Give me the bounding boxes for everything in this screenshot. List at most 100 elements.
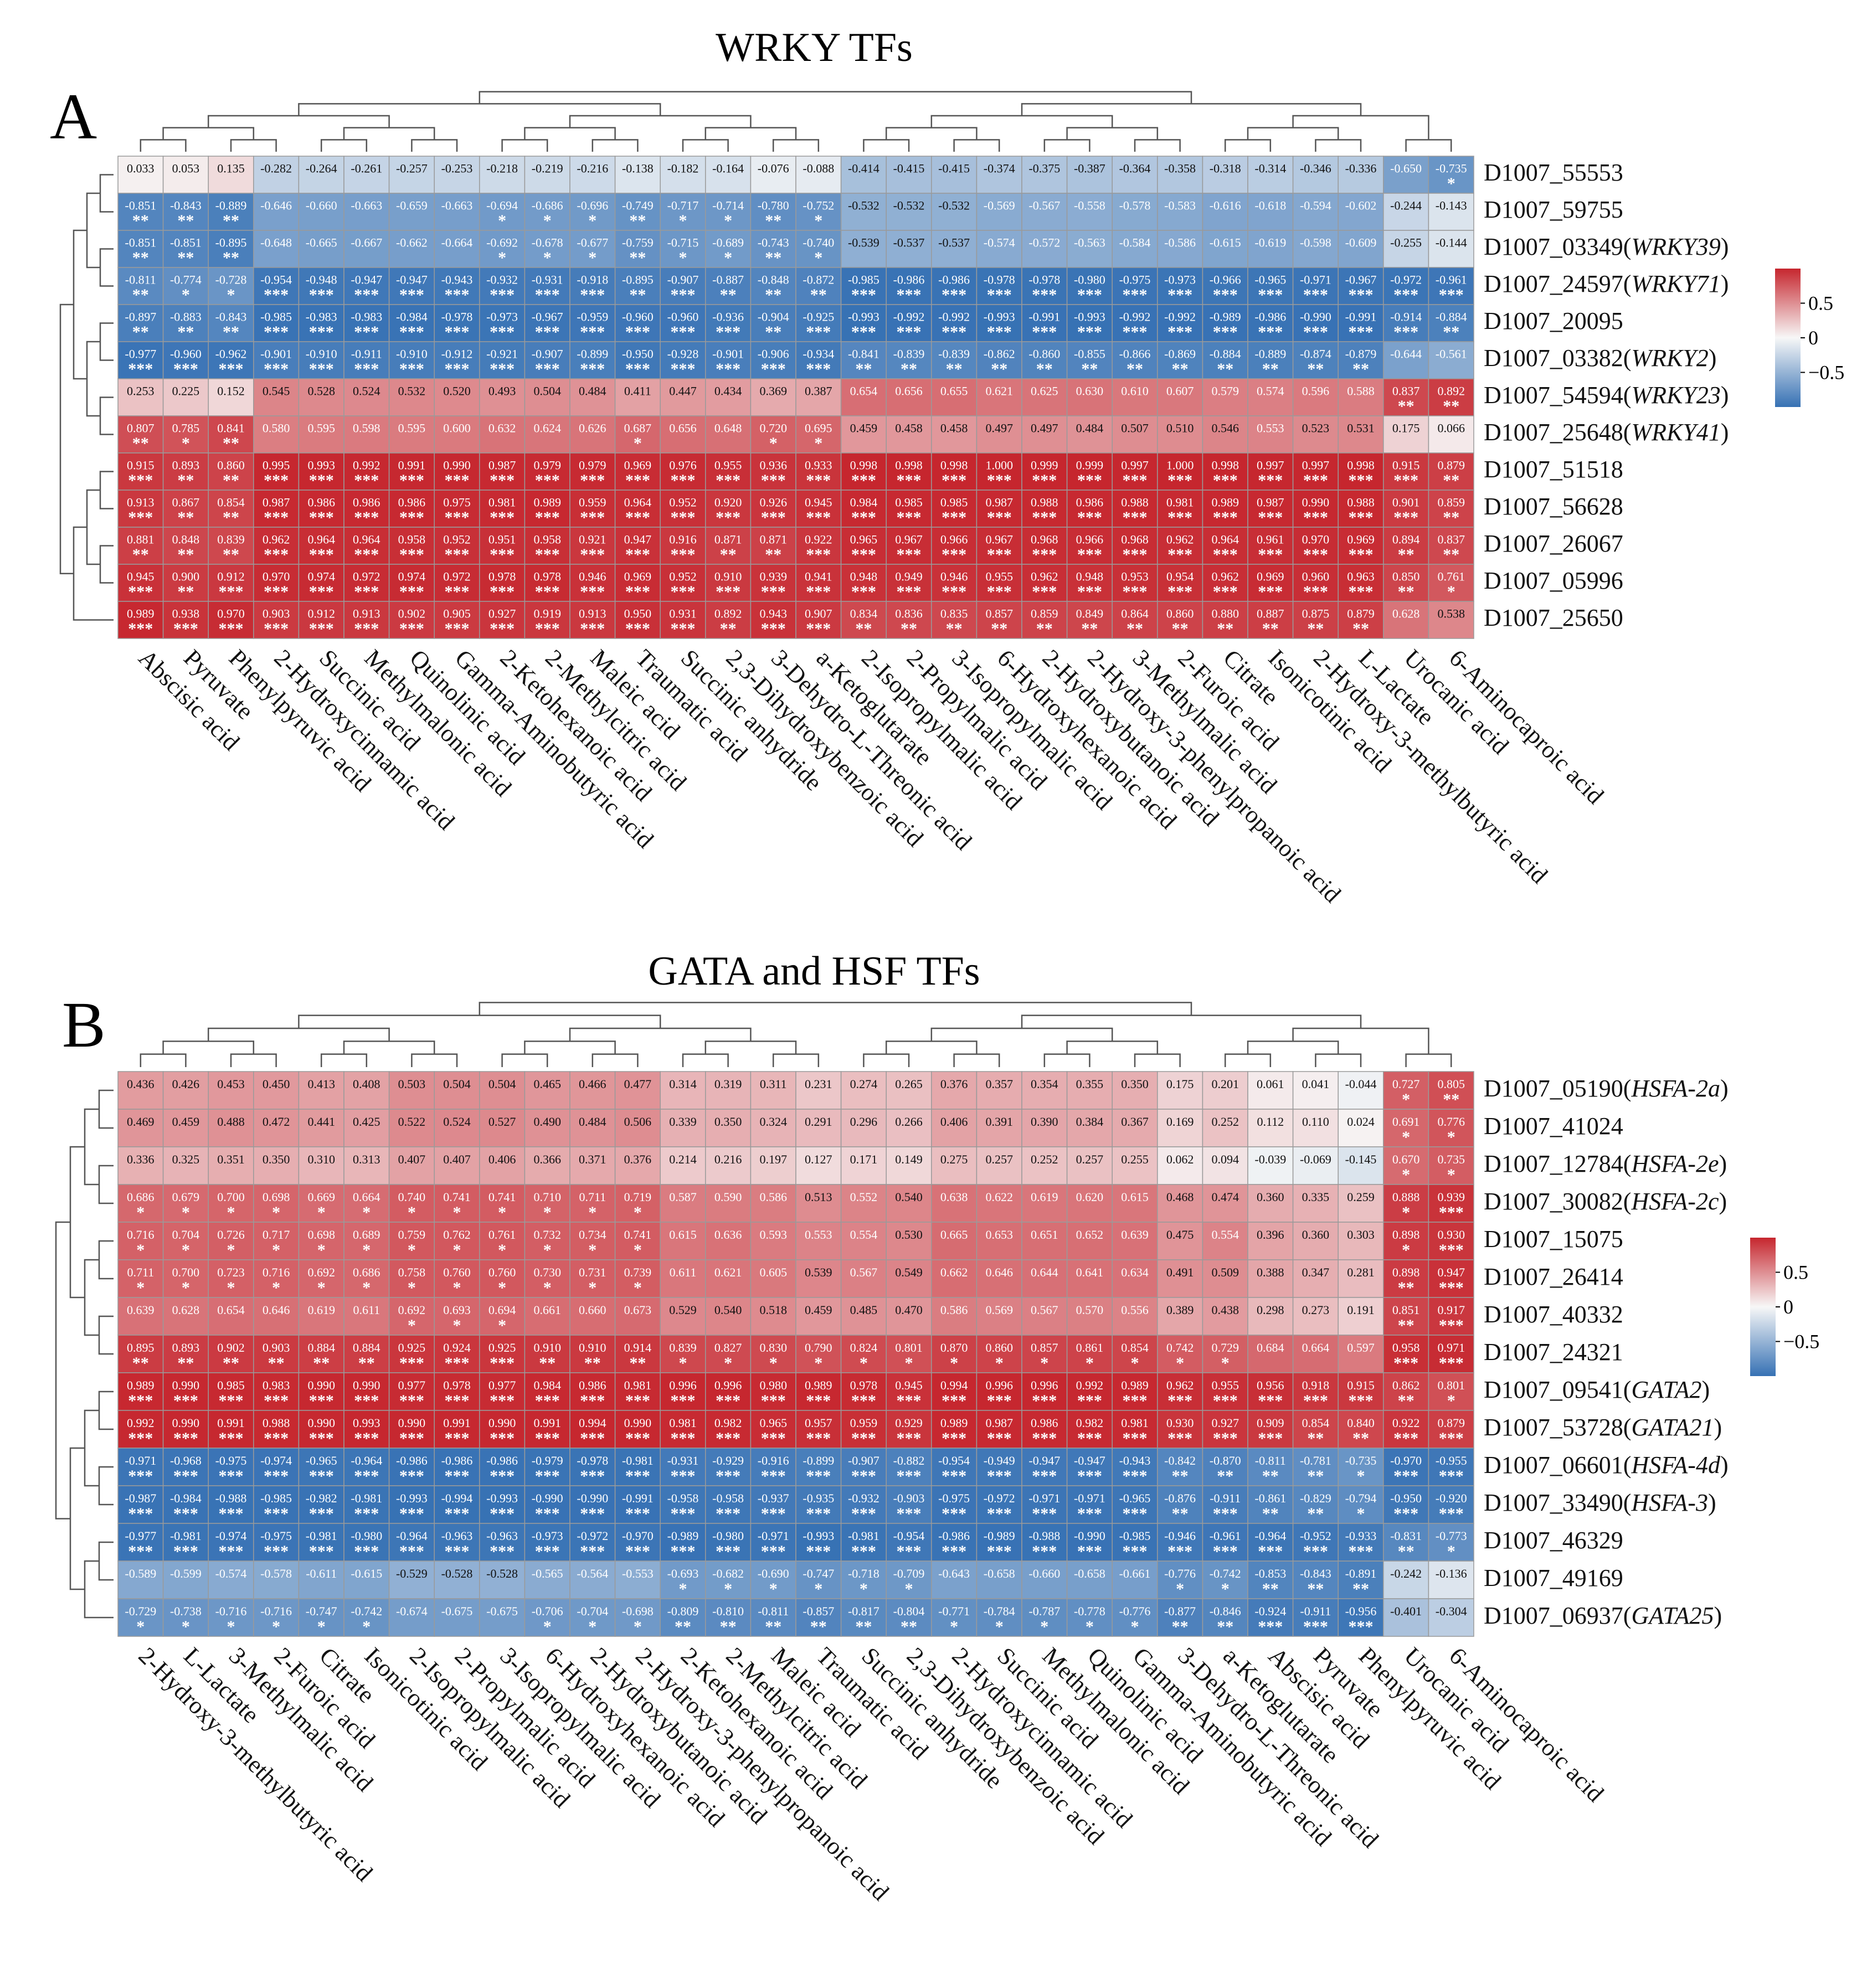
panel-b-cell-significance: *** — [1439, 1505, 1464, 1523]
panel-b-cell-value: 0.552 — [850, 1190, 878, 1204]
panel-a-cell — [298, 341, 344, 379]
panel-b-cell-significance: *** — [1439, 1279, 1464, 1297]
panel-a-cell-significance: *** — [942, 508, 966, 527]
panel-b-cell-value: -0.963 — [486, 1529, 518, 1543]
panel-b-cell-significance: *** — [490, 1392, 515, 1410]
panel-b-cell-significance: * — [408, 1203, 416, 1222]
panel-b-cell-significance: * — [136, 1241, 145, 1259]
panel-a-cell — [1338, 156, 1384, 194]
panel-a-cell-value: -0.219 — [532, 161, 563, 175]
panel-b-cell-value: 0.735 — [1437, 1152, 1465, 1166]
panel-a-cell — [434, 230, 480, 268]
panel-a-row-gene-paren: ) — [1721, 270, 1729, 297]
panel-b-cell-value: 0.407 — [443, 1152, 471, 1166]
panel-b-title: GATA and HSF TFs — [648, 949, 980, 994]
panel-b-cell-value: 0.686 — [127, 1190, 155, 1204]
panel-a-heatmap-cells: 0.033 0.053 0.135 -0.282 -0.264 -0.261 -0.257-… — [117, 156, 1474, 639]
panel-a-cell-significance: *** — [580, 508, 605, 527]
panel-b-cell-value: -0.675 — [441, 1604, 473, 1618]
panel-a-cell-value: -0.907 — [532, 347, 563, 360]
panel-b-cell-value: 0.732 — [533, 1228, 561, 1242]
panel-b-row-gene-paren: ( — [1623, 1414, 1632, 1441]
panel-b-cell-value: 0.636 — [714, 1228, 742, 1242]
panel-b-cell-value: -0.599 — [170, 1567, 202, 1580]
panel-a-column-dendrogram-branch — [1134, 139, 1181, 152]
panel-a-cell-value: 1.000 — [985, 458, 1013, 472]
panel-b-cell-value: -0.643 — [938, 1567, 970, 1580]
panel-a-cell-value: 0.588 — [1347, 384, 1375, 398]
panel-b-cell-value: 0.734 — [579, 1228, 606, 1242]
panel-b-cell-significance: *** — [490, 1467, 515, 1485]
panel-a-cell-value: -0.314 — [1254, 161, 1286, 175]
panel-a-cell — [1066, 267, 1113, 305]
panel-a-cell-significance: *** — [399, 508, 424, 527]
panel-b-cell-significance: *** — [806, 1429, 831, 1448]
panel-a-cell — [298, 267, 344, 305]
panel-a-cell-value: -0.663 — [441, 198, 473, 212]
panel-a-cell-value: -0.895 — [622, 272, 654, 286]
panel-b-cell-significance: *** — [1213, 1392, 1238, 1410]
panel-b-cell-significance: * — [995, 1354, 1004, 1372]
panel-b-cell-value: 0.862 — [1392, 1378, 1420, 1392]
panel-b-cell-significance: *** — [625, 1542, 650, 1560]
panel-a-cell-significance: ** — [1443, 471, 1459, 490]
panel-a-cell — [298, 601, 344, 639]
panel-a-cell-value: 0.834 — [850, 606, 878, 620]
panel-b-cell-value: 0.989 — [940, 1416, 968, 1430]
panel-b-cell-significance: *** — [1349, 1392, 1374, 1410]
panel-a-cell-significance: *** — [851, 471, 876, 490]
panel-a-cell-value: -0.959 — [577, 310, 608, 323]
panel-a-cell-value: 0.497 — [985, 421, 1013, 435]
panel-a-cell — [705, 341, 752, 379]
panel-a-cell-significance: *** — [580, 583, 605, 601]
panel-a-cell-value: 0.988 — [1347, 495, 1375, 509]
panel-a-row-gene-paren: ) — [1709, 344, 1717, 372]
panel-a-cell — [524, 267, 570, 305]
panel-a-cell-significance: ** — [177, 249, 194, 267]
panel-b-cell-value: -0.956 — [1345, 1604, 1377, 1618]
panel-b-cell-value: -0.529 — [396, 1567, 428, 1580]
panel-b-cell-significance: * — [769, 1580, 778, 1598]
panel-a-cell — [1157, 564, 1203, 602]
panel-b-row-label: D1007_46329 — [1484, 1527, 1623, 1554]
panel-a-cell — [705, 304, 752, 342]
panel-a-cell-value: -0.665 — [306, 235, 337, 249]
panel-b-cell-significance: *** — [264, 1505, 289, 1523]
panel-b-cell-value: -0.981 — [848, 1529, 880, 1543]
panel-b-cell-significance: *** — [671, 1392, 696, 1410]
panel-a-cell-significance: ** — [1127, 620, 1143, 638]
panel-a-row-dendrogram-branch — [86, 192, 100, 269]
panel-b-row-label: D1007_15075 — [1484, 1225, 1623, 1253]
panel-a-cell — [840, 230, 887, 268]
panel-b-cell-significance: *** — [445, 1354, 470, 1372]
panel-a-cell-significance: *** — [897, 583, 922, 601]
panel-a-cell — [524, 341, 570, 379]
panel-b-cell-value: 0.529 — [669, 1303, 697, 1317]
panel-a-cell-value: 0.879 — [1437, 458, 1465, 472]
panel-a-cell-significance: *** — [716, 508, 740, 527]
panel-b-cell-value: -0.698 — [622, 1604, 654, 1618]
panel-a-cell-significance: *** — [445, 286, 470, 304]
panel-a-cell — [1338, 304, 1384, 342]
panel-a-cell — [1202, 490, 1248, 528]
panel-b-cell-significance: * — [724, 1580, 732, 1598]
panel-b-column-dendrogram-branch — [1066, 1041, 1159, 1054]
panel-b-cell-value: 0.527 — [488, 1115, 516, 1129]
panel-a-cell-value: -0.992 — [938, 310, 970, 323]
panel-b-cell-significance: *** — [354, 1505, 379, 1523]
panel-a-cell — [1157, 527, 1203, 565]
panel-b-row-gene-paren: ) — [1714, 1414, 1722, 1441]
panel-a-column-dendrogram-branch — [298, 103, 661, 116]
panel-b-cell-value: -0.843 — [1300, 1567, 1331, 1580]
panel-a-cell-value: -0.855 — [1074, 347, 1105, 360]
panel-a-cell — [1292, 564, 1339, 602]
panel-b-cell-value: 0.930 — [1437, 1228, 1465, 1242]
panel-b-cell-value: 0.470 — [895, 1303, 923, 1317]
panel-b-cell-value: -0.846 — [1210, 1604, 1241, 1618]
panel-b-cell-value: 0.990 — [398, 1416, 426, 1430]
panel-a-cell — [931, 452, 978, 491]
panel-b-cell-value: 0.540 — [714, 1303, 742, 1317]
panel-a-cell-value: -0.992 — [1164, 310, 1196, 323]
panel-a-cell-value: 0.887 — [1257, 606, 1284, 620]
panel-b-cell-value: -0.964 — [351, 1454, 382, 1467]
